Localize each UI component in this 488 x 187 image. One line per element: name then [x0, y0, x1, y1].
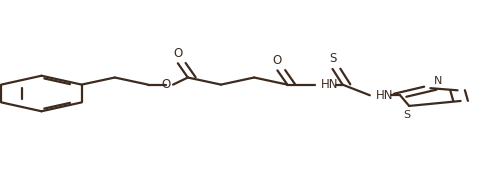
Text: O: O [273, 54, 282, 67]
Text: O: O [173, 47, 183, 59]
Text: HN: HN [376, 89, 393, 102]
Text: N: N [434, 76, 443, 86]
Text: S: S [403, 110, 410, 120]
Text: O: O [162, 78, 171, 91]
Text: HN: HN [321, 78, 338, 91]
Text: S: S [329, 52, 336, 65]
